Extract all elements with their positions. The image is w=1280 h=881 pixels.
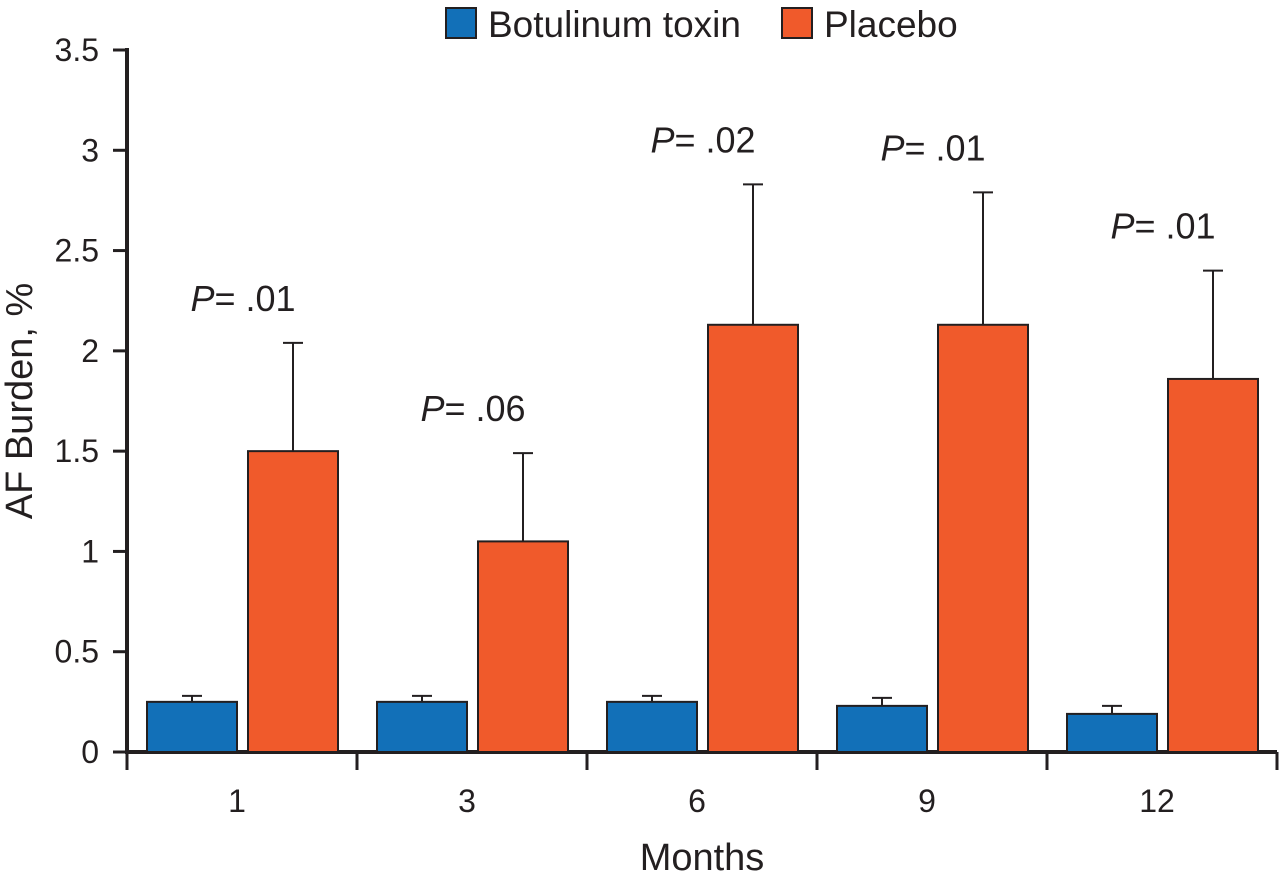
error-bar: [513, 452, 533, 542]
error-bar: [1203, 269, 1223, 379]
y-tick-label: 0: [81, 734, 99, 770]
legend-item-placebo: Placebo: [781, 4, 958, 45]
error-bar: [973, 191, 993, 325]
p-symbol: P: [420, 388, 444, 429]
x-tick-label: 3: [458, 783, 476, 819]
error-bars: [182, 183, 1223, 714]
y-tick-label: 1: [81, 533, 99, 569]
p-value: = .01: [1134, 206, 1215, 247]
legend: Botulinum toxin Placebo: [445, 4, 958, 45]
y-axis-title: AF Burden, %: [0, 283, 41, 520]
y-tick-label: 2.5: [55, 233, 99, 269]
legend-item-botulinum: Botulinum toxin: [445, 4, 741, 45]
error-bar: [412, 694, 432, 702]
botulinum-bar: [376, 700, 468, 753]
error-bar: [283, 341, 303, 452]
p-value-annotations: P= .01P= .06P= .02 P= .01P= .01: [190, 119, 1215, 429]
y-axis: 0 0.5 1 1.5 2 2.5 3 3.5: [55, 32, 129, 770]
p-value-label: P= .01: [880, 127, 985, 168]
p-value: = .01: [904, 127, 985, 168]
x-tick-label: 1: [228, 783, 246, 819]
p-value-label: P= .01: [190, 278, 295, 319]
p-symbol: P: [880, 127, 904, 168]
p-value-label: P= .01: [1110, 206, 1215, 247]
y-tick-label: 1.5: [55, 433, 99, 469]
x-axis: 1 3 6 9 12: [125, 750, 1279, 819]
y-tick-label: 3: [81, 132, 99, 168]
legend-swatch: [781, 7, 813, 39]
placebo-bar: [707, 323, 799, 753]
p-symbol: P: [1110, 206, 1134, 247]
placebo-bar: [937, 323, 1029, 753]
legend-label: Placebo: [824, 4, 958, 45]
botulinum-bar: [146, 700, 238, 753]
placebo-bar: [477, 540, 569, 754]
error-bar: [872, 696, 892, 706]
placebo-bar: [247, 450, 339, 753]
p-symbol: P: [650, 119, 674, 160]
x-tick-label: 9: [918, 783, 936, 819]
error-bar: [182, 694, 202, 702]
legend-swatch: [445, 7, 477, 39]
y-tick-label: 0.5: [55, 634, 99, 670]
p-value: = .06: [444, 388, 525, 429]
placebo-bar: [1167, 377, 1259, 753]
bars: [146, 323, 1259, 754]
p-value-label: P= .06: [420, 388, 525, 429]
error-bar: [642, 694, 662, 702]
error-bar: [743, 183, 763, 325]
x-tick-label: 6: [688, 783, 706, 819]
p-symbol: P: [190, 278, 214, 319]
botulinum-bar: [836, 704, 928, 754]
y-tick-label: 3.5: [55, 32, 99, 68]
y-tick-label: 2: [81, 333, 99, 369]
p-value: = .01: [214, 278, 295, 319]
p-value-label: P= .02: [650, 119, 755, 160]
legend-label: Botulinum toxin: [488, 4, 741, 45]
botulinum-bar: [1066, 712, 1158, 753]
p-value: = .02: [674, 119, 755, 160]
error-bar: [1102, 704, 1122, 714]
botulinum-bar: [606, 700, 698, 753]
x-tick-label: 12: [1139, 783, 1175, 819]
x-axis-title: Months: [640, 837, 765, 879]
